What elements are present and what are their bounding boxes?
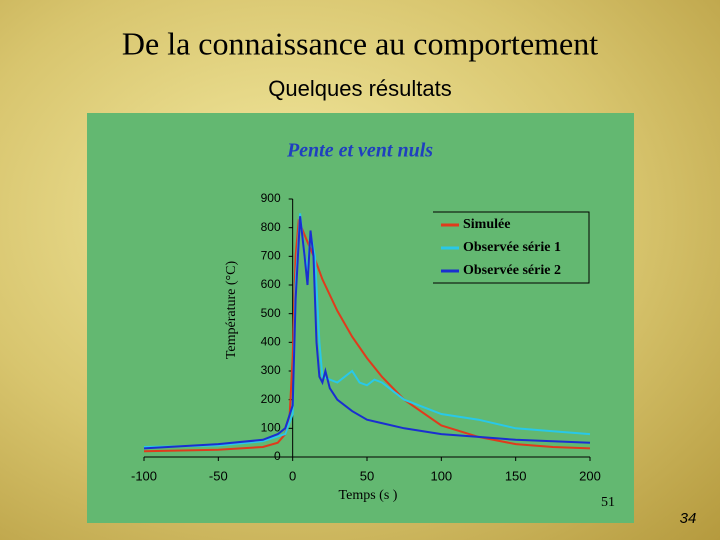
y-axis-label: Température (°C)	[224, 261, 239, 360]
chart-title: Pente et vent nuls	[286, 140, 433, 162]
y-tick-label: 300	[261, 363, 281, 377]
chart-note: 51	[601, 495, 615, 510]
x-tick-label: 50	[360, 468, 374, 483]
slide-title: De la connaissance au comportement	[122, 25, 598, 61]
x-tick-label: -50	[209, 468, 228, 483]
y-tick-label: 400	[261, 335, 281, 349]
x-tick-label: 200	[579, 468, 601, 483]
y-tick-label: 200	[261, 392, 281, 406]
x-tick-label: 150	[505, 468, 527, 483]
x-tick-label: -100	[131, 468, 157, 483]
y-tick-label: 700	[261, 249, 281, 263]
y-tick-label: 100	[261, 421, 281, 435]
x-tick-label: 100	[430, 468, 452, 483]
legend-label: Simulée	[463, 217, 510, 232]
y-tick-label: 0	[274, 449, 281, 463]
x-tick-label: 0	[289, 468, 296, 483]
series-line	[143, 216, 591, 450]
y-tick-label: 800	[261, 220, 281, 234]
x-axis-label: Temps (s )	[339, 488, 398, 503]
y-tick-label: 900	[261, 191, 281, 205]
legend-label: Observée série 1	[463, 240, 561, 255]
legend-label: Observée série 2	[463, 263, 561, 278]
chart-area	[87, 113, 634, 523]
y-tick-label: 500	[261, 306, 281, 320]
legend-frame	[433, 211, 590, 284]
y-tick-label: 600	[261, 277, 281, 291]
page-number: 34	[680, 510, 697, 527]
slide-subtitle: Quelques résultats	[268, 76, 451, 101]
